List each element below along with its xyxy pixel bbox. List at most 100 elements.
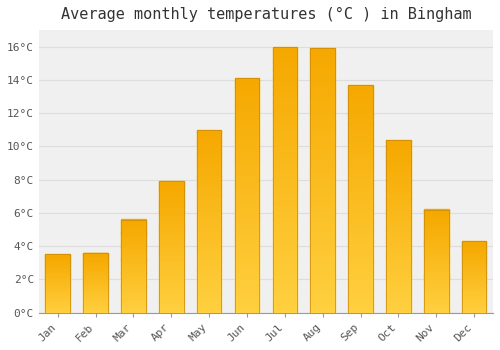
Bar — [121, 224, 146, 225]
Bar — [462, 252, 486, 253]
Bar — [348, 222, 373, 224]
Bar — [197, 148, 222, 150]
Bar — [462, 275, 486, 276]
Bar — [234, 277, 260, 280]
Bar — [310, 75, 335, 77]
Bar — [462, 262, 486, 263]
Bar — [121, 264, 146, 265]
Bar — [159, 304, 184, 306]
Bar — [197, 258, 222, 260]
Bar — [462, 252, 486, 253]
Bar — [121, 227, 146, 228]
Bar — [386, 181, 410, 183]
Bar — [348, 208, 373, 210]
Bar — [462, 250, 486, 251]
Bar — [386, 285, 410, 287]
Bar — [272, 65, 297, 68]
Bar — [424, 276, 448, 278]
Bar — [234, 181, 260, 184]
Bar — [424, 293, 448, 294]
Bar — [348, 219, 373, 222]
Bar — [348, 256, 373, 258]
Bar — [310, 273, 335, 276]
Bar — [348, 201, 373, 203]
Bar — [272, 214, 297, 217]
Bar — [121, 239, 146, 240]
Bar — [386, 193, 410, 195]
Bar — [386, 230, 410, 231]
Bar — [159, 248, 184, 250]
Bar — [197, 183, 222, 185]
Bar — [462, 257, 486, 258]
Bar — [310, 144, 335, 146]
Bar — [197, 214, 222, 216]
Bar — [386, 233, 410, 235]
Bar — [234, 155, 260, 158]
Bar — [348, 164, 373, 167]
Bar — [272, 158, 297, 161]
Bar — [386, 143, 410, 145]
Bar — [234, 252, 260, 254]
Bar — [197, 292, 222, 294]
Bar — [84, 278, 108, 279]
Bar — [348, 89, 373, 92]
Bar — [159, 201, 184, 202]
Bar — [272, 267, 297, 270]
Bar — [348, 121, 373, 124]
Bar — [424, 245, 448, 247]
Bar — [121, 233, 146, 235]
Bar — [197, 174, 222, 175]
Bar — [386, 226, 410, 228]
Bar — [197, 152, 222, 154]
Bar — [424, 212, 448, 214]
Bar — [386, 209, 410, 211]
Bar — [84, 253, 108, 254]
Bar — [121, 297, 146, 298]
Bar — [272, 180, 297, 182]
Bar — [386, 202, 410, 204]
Bar — [462, 270, 486, 271]
Bar — [197, 133, 222, 135]
Bar — [234, 238, 260, 240]
Bar — [159, 251, 184, 252]
Bar — [462, 293, 486, 294]
Bar — [234, 254, 260, 257]
Bar — [46, 258, 70, 259]
Bar — [424, 312, 448, 313]
Bar — [424, 285, 448, 286]
Bar — [424, 241, 448, 243]
Bar — [386, 186, 410, 188]
Bar — [310, 260, 335, 262]
Bar — [348, 98, 373, 101]
Bar — [386, 155, 410, 157]
Bar — [272, 132, 297, 134]
Bar — [84, 300, 108, 301]
Bar — [424, 299, 448, 300]
Bar — [462, 307, 486, 308]
Bar — [310, 106, 335, 109]
Bar — [121, 240, 146, 241]
Bar — [424, 243, 448, 244]
Bar — [424, 307, 448, 308]
Bar — [462, 259, 486, 260]
Bar — [424, 263, 448, 264]
Bar — [386, 299, 410, 301]
Bar — [84, 276, 108, 277]
Bar — [197, 206, 222, 208]
Bar — [310, 61, 335, 64]
Bar — [234, 266, 260, 268]
Bar — [121, 222, 146, 223]
Bar — [310, 96, 335, 99]
Bar — [46, 260, 70, 261]
Bar — [46, 298, 70, 299]
Bar — [121, 299, 146, 300]
Bar — [348, 114, 373, 117]
Bar — [310, 196, 335, 199]
Bar — [310, 180, 335, 183]
Bar — [310, 90, 335, 93]
Bar — [159, 259, 184, 260]
Bar — [197, 239, 222, 241]
Bar — [234, 108, 260, 111]
Bar — [348, 253, 373, 256]
Bar — [272, 129, 297, 132]
